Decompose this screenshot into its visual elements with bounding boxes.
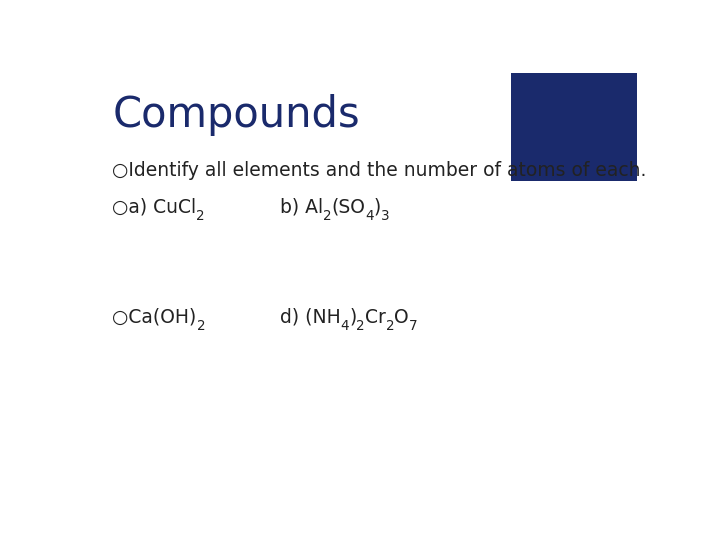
- Text: 4: 4: [341, 319, 349, 333]
- Text: ○Ca(OH): ○Ca(OH): [112, 308, 197, 327]
- Text: 7: 7: [409, 319, 418, 333]
- Text: 3: 3: [381, 209, 390, 223]
- Text: Cr: Cr: [365, 308, 386, 327]
- Text: ): ): [374, 198, 381, 217]
- Text: 4: 4: [365, 209, 374, 223]
- Text: ○a) CuCl: ○a) CuCl: [112, 198, 197, 217]
- Text: (SO: (SO: [331, 198, 365, 217]
- Text: ○Identify all elements and the number of atoms of each.: ○Identify all elements and the number of…: [112, 161, 647, 180]
- Text: d) (NH: d) (NH: [280, 308, 341, 327]
- Text: ): ): [349, 308, 356, 327]
- Bar: [511, 73, 637, 181]
- Text: Compounds: Compounds: [112, 94, 360, 136]
- Text: 2: 2: [386, 319, 395, 333]
- Text: O: O: [395, 308, 409, 327]
- Text: 2: 2: [197, 319, 205, 333]
- Text: 2: 2: [197, 209, 205, 223]
- Text: b) Al: b) Al: [280, 198, 323, 217]
- Text: 2: 2: [323, 209, 331, 223]
- Text: 2: 2: [356, 319, 365, 333]
